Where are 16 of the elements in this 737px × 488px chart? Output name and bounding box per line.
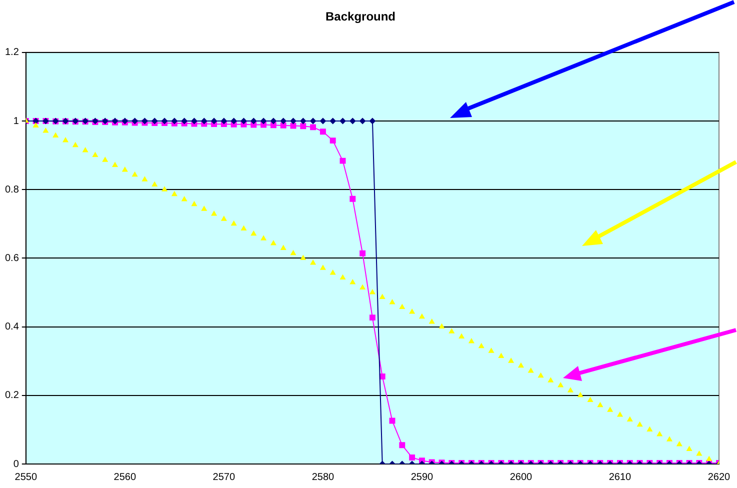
x-tick-label: 2560 — [114, 472, 136, 483]
x-tick-label: 2600 — [510, 472, 533, 483]
y-tick-label: 0.4 — [4, 322, 20, 333]
y-tick-label: 0.6 — [4, 252, 20, 264]
x-tick-label: 2580 — [312, 472, 335, 483]
y-tick-label: 1.2 — [4, 47, 20, 58]
y-tick-label: 0.2 — [4, 390, 20, 402]
x-tick-label: 2570 — [212, 472, 236, 483]
chart-title: Background — [325, 10, 396, 24]
x-tick-label: 2610 — [608, 472, 632, 483]
y-tick-label: 0.8 — [4, 184, 20, 196]
x-tick-label: 2620 — [708, 472, 731, 483]
x-tick-label: 2590 — [410, 472, 434, 483]
y-tick-label: 0 — [13, 458, 20, 470]
x-tick-label: 2550 — [14, 472, 38, 483]
y-tick-label: 1 — [13, 116, 20, 127]
